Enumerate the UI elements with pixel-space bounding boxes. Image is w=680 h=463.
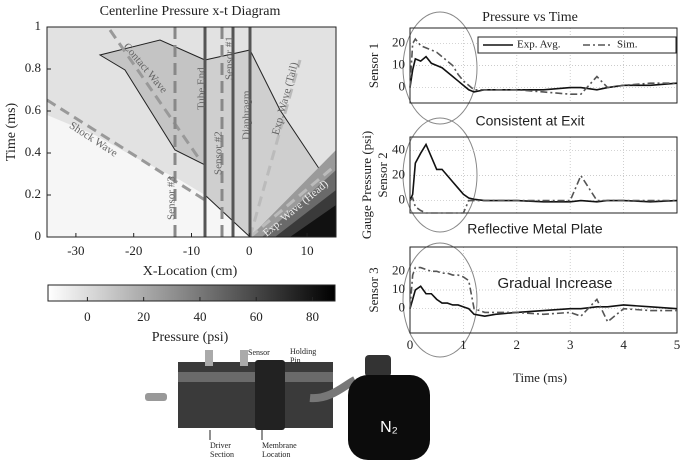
y-tick-label: 0 <box>399 300 406 315</box>
series-line <box>409 142 678 203</box>
x-tick-label: 5 <box>674 337 680 352</box>
legend-label: Exp. Avg. <box>517 39 561 51</box>
photo-label: Location <box>262 450 290 459</box>
photo-label: Holding <box>290 347 316 356</box>
chart-title: Centerline Pressure x-t Diagram <box>100 4 281 19</box>
chart-title: Pressure vs Time <box>482 10 578 25</box>
contour-field <box>47 27 336 237</box>
y-tick-label: 10 <box>392 56 405 71</box>
x-tick-label: 4 <box>620 337 627 352</box>
y-tick-label: 0 <box>35 228 42 243</box>
annotation: Sensor #2 <box>213 131 225 175</box>
x-tick-label: 1 <box>460 337 467 352</box>
series-line <box>409 173 677 214</box>
y-tick-label: 0.6 <box>25 102 42 117</box>
gas-label: N₂ <box>380 419 398 436</box>
y-tick-label: 20 <box>392 34 405 49</box>
y-axis-label: Sensor 2 <box>375 152 390 197</box>
y-axis-label: Sensor 1 <box>366 43 381 88</box>
annotation: Diaphragm <box>241 90 253 140</box>
y-tick-label: 10 <box>392 281 405 296</box>
y-tick-label: 0.2 <box>25 186 41 201</box>
x-tick-label: -30 <box>67 243 84 258</box>
y-axis-label: Sensor 3 <box>366 267 381 312</box>
y-tick-label: 0 <box>399 79 406 94</box>
x-tick-label: 0 <box>407 337 414 352</box>
highlight-ellipse <box>402 242 478 358</box>
highlight-ellipse <box>402 11 478 125</box>
x-tick-label: 2 <box>514 337 521 352</box>
x-axis-label: Time (ms) <box>513 370 567 385</box>
highlight-ellipse <box>402 117 478 233</box>
annotation: Sensor #1 <box>224 36 236 80</box>
photo-label: Sensor <box>248 348 270 357</box>
series-line <box>409 55 678 93</box>
plot-frame <box>409 246 678 334</box>
colorbar-tick-label: 40 <box>193 309 206 324</box>
photo-label: Pin <box>290 356 301 365</box>
legend <box>477 36 677 54</box>
colorbar-tick-label: 20 <box>137 309 150 324</box>
annotation: Consistent at Exit <box>476 113 585 129</box>
y-tick-label: 1 <box>35 18 42 33</box>
x-axis-label: X-Location (cm) <box>143 264 238 279</box>
photo-label: Driver <box>210 441 231 450</box>
series-line <box>409 285 678 317</box>
x-tick-label: 0 <box>246 243 253 258</box>
series-line <box>409 266 677 324</box>
series-line <box>409 37 677 95</box>
x-tick-label: -20 <box>125 243 142 258</box>
plot-frame <box>409 136 678 214</box>
x-tick-label: 3 <box>567 337 574 352</box>
x-tick-label: 10 <box>301 243 314 258</box>
y-tick-label: 0 <box>399 192 406 207</box>
y-tick-label: 20 <box>392 262 405 277</box>
legend-label: Sim. <box>617 39 638 51</box>
apparatus-photo <box>145 350 430 460</box>
annotation: Sensor #3 <box>166 176 178 220</box>
colorbar-tick-label: 0 <box>84 309 91 324</box>
colorbar-tick-label: 60 <box>250 309 263 324</box>
colorbar <box>47 284 336 302</box>
photo-label: Section <box>210 450 234 459</box>
annotation: Tube End <box>196 67 208 110</box>
y-tick-label: 20 <box>392 167 405 182</box>
colorbar-tick-label: 80 <box>306 309 319 324</box>
y-tick-label: 0.8 <box>25 60 41 75</box>
y-axis-label: Time (ms) <box>4 103 19 162</box>
y-tick-label: 0.4 <box>25 144 42 159</box>
y-axis-label: Gauge Pressure (psi) <box>359 131 374 239</box>
annotation: Reflective Metal Plate <box>467 221 603 237</box>
plot-frame <box>409 27 678 104</box>
annotation: Gradual Increase <box>497 275 612 292</box>
x-tick-label: -10 <box>183 243 200 258</box>
y-tick-label: 40 <box>392 142 405 157</box>
photo-label: Membrane <box>262 441 297 450</box>
colorbar-label: Pressure (psi) <box>152 330 229 345</box>
